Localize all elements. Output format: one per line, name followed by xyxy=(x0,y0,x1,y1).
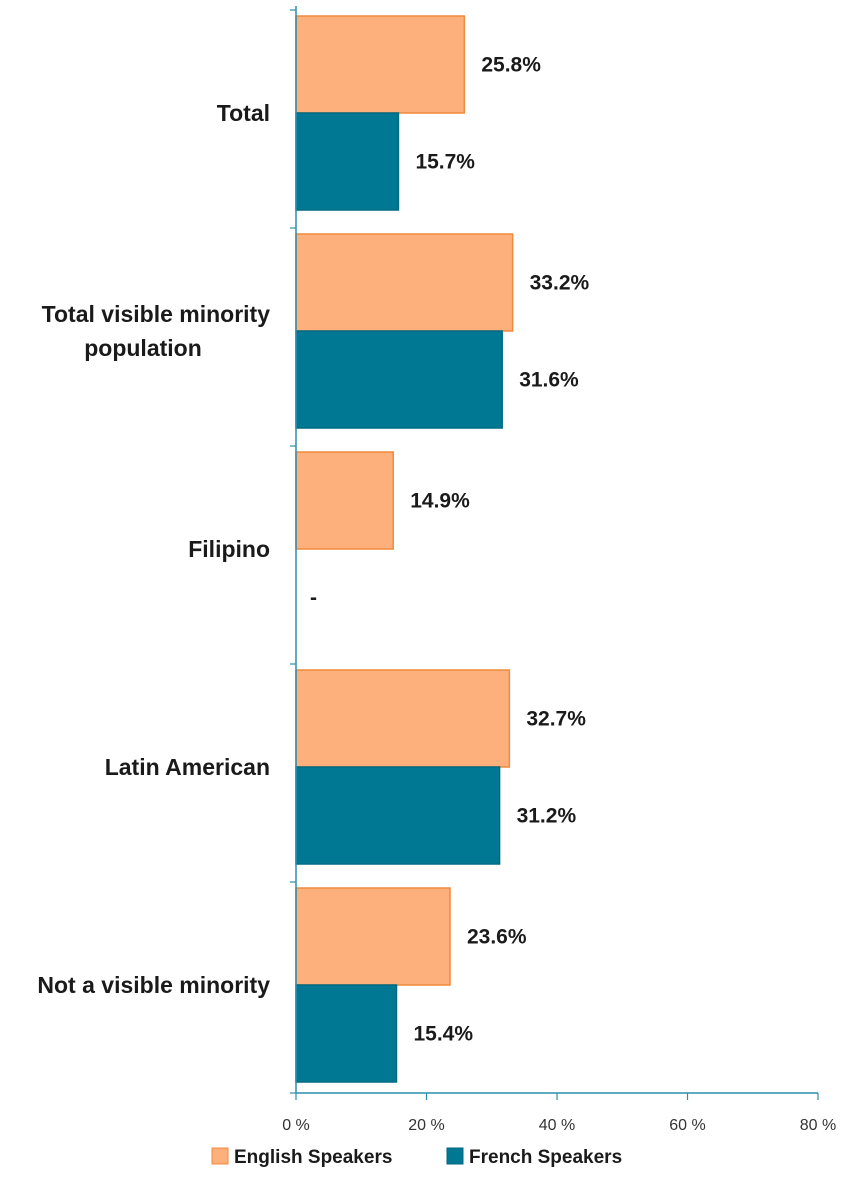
value-labels-layer: 25.8% 15.7% 33.2% 31.6% 14.9% - 32.7% 31.2% 23.6… xyxy=(310,54,590,1046)
value-label: 31.6% xyxy=(519,369,579,392)
category-label: Latin American xyxy=(105,754,270,780)
bar-english-4 xyxy=(295,887,451,986)
bars-layer xyxy=(295,15,514,1083)
x-tick-label: 0 % xyxy=(282,1117,310,1134)
value-label: 33.2% xyxy=(530,272,590,295)
value-label: 32.7% xyxy=(526,708,586,731)
x-tick-label: 60 % xyxy=(669,1117,705,1134)
bar-french-1 xyxy=(295,330,503,429)
bar-english-3 xyxy=(295,669,511,768)
category-label: Filipino xyxy=(188,536,270,562)
category-label: Not a visible minority xyxy=(37,972,270,998)
bar-english-1 xyxy=(295,233,514,332)
value-label: 25.8% xyxy=(481,54,541,77)
value-label: 14.9% xyxy=(410,490,470,513)
legend-swatch xyxy=(211,1147,229,1165)
bar-french-4 xyxy=(295,984,398,1083)
category-label: Total visible minority xyxy=(42,301,271,327)
value-label: 31.2% xyxy=(517,805,577,828)
value-label-missing: - xyxy=(310,587,317,610)
legend-label: French Speakers xyxy=(469,1147,622,1168)
legend-swatch xyxy=(446,1147,464,1165)
x-tick-label: 40 % xyxy=(539,1117,575,1134)
x-tick-label: 20 % xyxy=(408,1117,444,1134)
category-labels-layer: Total Total visible minority population Fil… xyxy=(37,100,270,998)
x-ticks-layer: 0 % 20 % 40 % 60 % 80 % xyxy=(282,1093,836,1134)
legend-label: English Speakers xyxy=(234,1147,392,1168)
bar-french-3 xyxy=(295,766,501,865)
legend: English Speakers French Speakers xyxy=(211,1147,622,1168)
x-tick-label: 80 % xyxy=(800,1117,836,1134)
value-label: 15.4% xyxy=(413,1023,473,1046)
bar-english-2 xyxy=(295,451,394,550)
category-label: Total xyxy=(217,100,270,126)
bar-english-0 xyxy=(295,15,466,114)
value-label: 15.7% xyxy=(415,151,475,174)
value-label: 23.6% xyxy=(467,926,527,949)
category-label: population xyxy=(84,335,202,361)
bar-french-0 xyxy=(295,112,400,211)
